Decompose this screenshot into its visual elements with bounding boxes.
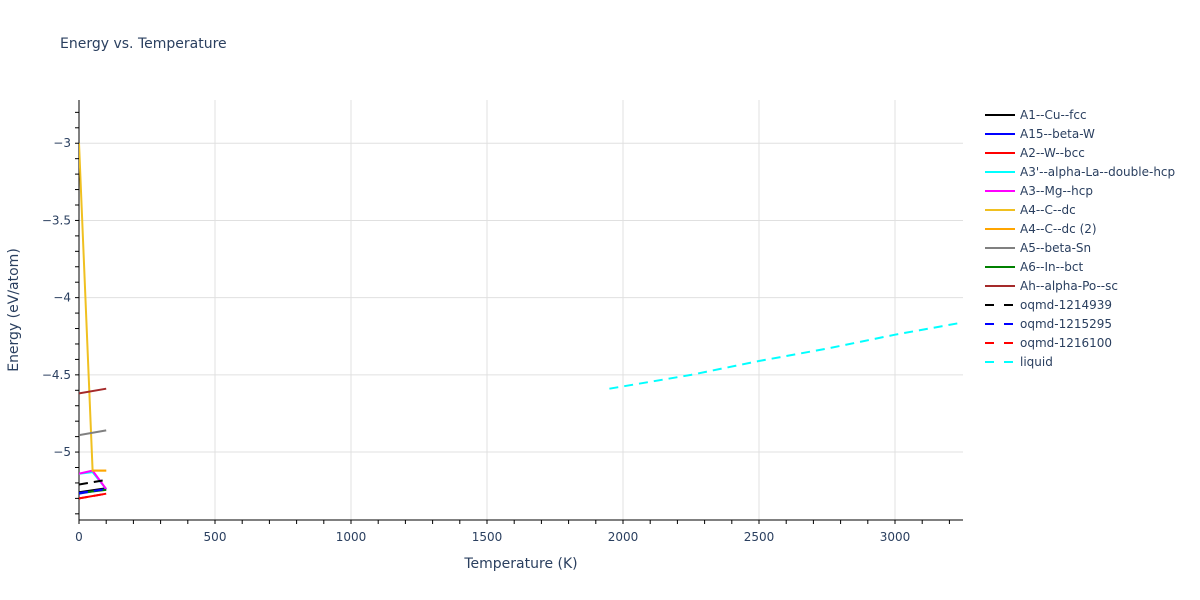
legend-swatch-icon — [985, 151, 1015, 154]
legend-swatch-icon — [985, 265, 1015, 268]
series-line-oqmd-1214939[interactable] — [79, 478, 107, 486]
y-tick-label: −5 — [53, 445, 71, 459]
legend-swatch-icon — [985, 208, 1015, 211]
legend-item[interactable]: Ah--alpha-Po--sc — [985, 276, 1175, 295]
legend: A1--Cu--fcc A15--beta-W A2--W--bcc A3'--alp… — [985, 105, 1175, 371]
legend-label: oqmd-1216100 — [1020, 335, 1113, 350]
legend-label: A4--C--dc — [1020, 202, 1076, 217]
legend-swatch-icon — [985, 113, 1015, 116]
x-axis-title: Temperature (K) — [463, 556, 577, 572]
legend-item[interactable]: A15--beta-W — [985, 124, 1175, 143]
legend-item[interactable]: oqmd-1216100 — [985, 333, 1175, 352]
x-tick-label: 0 — [75, 530, 83, 544]
legend-item[interactable]: A1--Cu--fcc — [985, 105, 1175, 124]
legend-label: oqmd-1215295 — [1020, 316, 1113, 331]
legend-label: liquid — [1020, 354, 1053, 369]
legend-item[interactable]: A5--beta-Sn — [985, 238, 1175, 257]
legend-label: A5--beta-Sn — [1020, 240, 1092, 255]
y-axis-title: Energy (eV/atom) — [6, 248, 22, 372]
y-tick-label: −3.5 — [42, 213, 71, 227]
legend-item[interactable]: A3'--alpha-La--double-hcp — [985, 162, 1175, 181]
x-tick-label: 500 — [204, 530, 227, 544]
legend-item[interactable]: A3--Mg--hcp — [985, 181, 1175, 200]
legend-item[interactable]: A4--C--dc — [985, 200, 1175, 219]
x-tick-label: 2500 — [744, 530, 775, 544]
legend-swatch-icon — [985, 189, 1015, 192]
legend-item[interactable]: A2--W--bcc — [985, 143, 1175, 162]
legend-label: A3--Mg--hcp — [1020, 183, 1093, 198]
legend-swatch-icon — [985, 341, 1015, 344]
legend-swatch-icon — [985, 284, 1015, 287]
x-tick-label: 1500 — [472, 530, 503, 544]
legend-item[interactable]: liquid — [985, 352, 1175, 371]
series-line-a5-beta-sn[interactable] — [79, 429, 107, 437]
legend-label: Ah--alpha-Po--sc — [1020, 278, 1118, 293]
x-tick-label: 1000 — [336, 530, 367, 544]
x-tick-label: 3000 — [880, 530, 911, 544]
series-line-a4-c-dc[interactable] — [79, 143, 107, 472]
series-line-oqmd-1216100[interactable] — [79, 492, 107, 500]
legend-label: A1--Cu--fcc — [1020, 107, 1087, 122]
series-line-liquid[interactable] — [609, 321, 963, 390]
legend-item[interactable]: oqmd-1215295 — [985, 314, 1175, 333]
legend-swatch-icon — [985, 360, 1015, 363]
legend-swatch-icon — [985, 322, 1015, 325]
legend-item[interactable]: oqmd-1214939 — [985, 295, 1175, 314]
legend-label: oqmd-1214939 — [1020, 297, 1113, 312]
series-line-ah-alpha-po-sc[interactable] — [79, 387, 107, 395]
legend-swatch-icon — [985, 227, 1015, 230]
legend-item[interactable]: A4--C--dc (2) — [985, 219, 1175, 238]
legend-swatch-icon — [985, 170, 1015, 173]
legend-swatch-icon — [985, 246, 1015, 249]
legend-item[interactable]: A6--In--bct — [985, 257, 1175, 276]
legend-label: A6--In--bct — [1020, 259, 1084, 274]
y-tick-label: −4 — [53, 291, 71, 305]
legend-label: A15--beta-W — [1020, 126, 1095, 141]
y-tick-label: −3 — [53, 136, 71, 150]
series-line-oqmd-1215295[interactable] — [79, 488, 107, 494]
x-tick-label: 2000 — [608, 530, 639, 544]
legend-label: A4--C--dc (2) — [1020, 221, 1097, 236]
legend-swatch-icon — [985, 132, 1015, 135]
chart-title: Energy vs. Temperature — [60, 36, 227, 52]
legend-label: A3'--alpha-La--double-hcp — [1020, 164, 1176, 179]
legend-swatch-icon — [985, 303, 1015, 306]
legend-label: A2--W--bcc — [1020, 145, 1085, 160]
y-tick-label: −4.5 — [42, 368, 71, 382]
